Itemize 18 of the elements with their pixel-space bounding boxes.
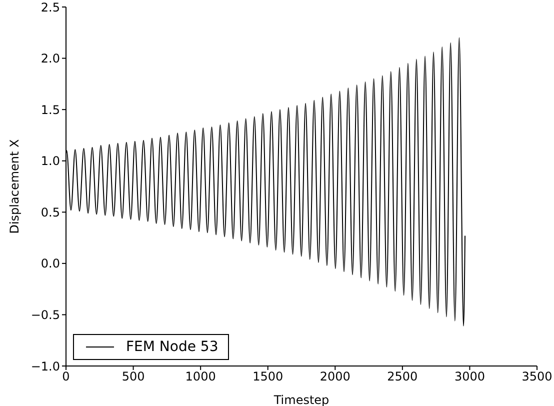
- y-tick-label: 1.5: [40, 102, 60, 117]
- y-tick-label: −0.5: [30, 308, 60, 322]
- y-tick-label: 0.5: [40, 205, 60, 220]
- x-tick-label: 3000: [454, 370, 485, 384]
- y-tick-label: 0.0: [40, 256, 60, 271]
- x-tick-label: 2500: [387, 370, 418, 384]
- legend-label: FEM Node 53: [126, 339, 218, 355]
- x-tick-label: 3500: [522, 370, 552, 384]
- y-tick-label: 2.0: [40, 52, 60, 66]
- x-tick-label: 1500: [252, 370, 284, 384]
- y-tick-label: 1.0: [40, 154, 60, 168]
- y-tick-label: −1.0: [30, 359, 60, 374]
- x-tick-label: 500: [122, 370, 145, 384]
- x-tick-label: 1000: [185, 370, 216, 384]
- y-tick-label: 2.5: [40, 0, 60, 14]
- y-axis-title: Displacement X: [7, 139, 22, 234]
- x-tick-label: 0: [62, 370, 70, 384]
- x-tick-label: 2000: [320, 370, 350, 384]
